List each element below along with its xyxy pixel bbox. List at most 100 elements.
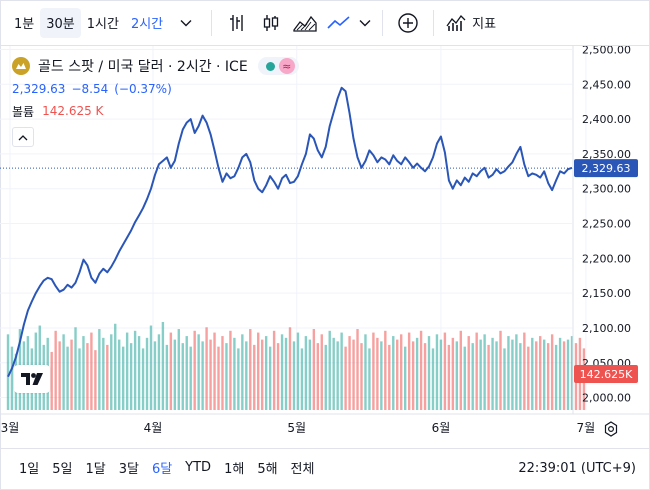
x-tick-label: 6월 (432, 421, 451, 435)
gold-symbol-logo-icon[interactable] (12, 57, 30, 75)
interval-30m-button[interactable]: 30분 (40, 7, 81, 38)
volume-bar (129, 343, 133, 410)
volume-bar (546, 343, 550, 410)
market-open-status-icon[interactable] (265, 61, 275, 71)
volume-bar (173, 339, 177, 410)
chart-settings-gear-icon[interactable] (600, 418, 622, 440)
range-5d-button[interactable]: 5일 (52, 462, 73, 477)
volume-bar (137, 336, 141, 410)
volume-bar (340, 332, 343, 410)
volume-bar (268, 346, 272, 410)
price-series (0, 86, 573, 378)
symbol-badges: ≈ (257, 57, 299, 75)
last-price-tag[interactable] (574, 159, 638, 178)
volume-bar (495, 341, 498, 410)
volume-bar (288, 327, 292, 410)
volume-bar (157, 334, 161, 410)
volume-bar (324, 344, 327, 410)
volume-bar (316, 343, 320, 410)
volume-bar (98, 329, 101, 410)
volume-bar (376, 337, 379, 410)
range-5y-button[interactable]: 5해 (257, 462, 278, 477)
bar-chart-style-icon[interactable] (220, 8, 254, 38)
interval-2h-button[interactable]: 2시간 (130, 17, 164, 32)
volume-bar (415, 337, 419, 410)
volume-bar (177, 329, 180, 410)
volume-bar (249, 329, 252, 410)
indicators-button[interactable]: 지표 (442, 8, 500, 38)
volume-bar (133, 330, 137, 410)
volume-bar (253, 344, 256, 410)
volume-bar (70, 339, 73, 410)
volume-bar (344, 346, 347, 410)
indicators-label: 지표 (472, 17, 497, 32)
legend-collapse-button[interactable] (12, 127, 34, 147)
range-1y-button[interactable]: 1해 (224, 462, 245, 477)
volume-bar (431, 348, 435, 410)
volume-bar (145, 337, 149, 410)
volume-bar (475, 332, 478, 410)
chart-style-dropdown-chevron-icon[interactable] (356, 8, 374, 38)
price-chart[interactable]: 2,000.002,050.002,100.002,150.002,200.00… (0, 46, 650, 448)
volume-bars (6, 322, 586, 410)
compare-add-symbol-icon[interactable] (391, 8, 425, 38)
volume-bar (118, 339, 121, 410)
range-1m-button[interactable]: 1달 (85, 462, 106, 477)
volume-bar (90, 332, 93, 410)
area-chart-style-icon[interactable] (288, 8, 322, 38)
volume-bar (455, 341, 459, 410)
last-volume-tag[interactable] (574, 365, 638, 383)
volume-bar (10, 346, 14, 410)
volume-bar (296, 332, 300, 410)
y-tick-label: 2,500.00 (582, 46, 631, 56)
volume-bar (360, 343, 363, 410)
interval-dropdown-chevron-icon[interactable] (169, 8, 203, 38)
timezone-clock[interactable]: 22:39:01 (UTC+9) (518, 460, 636, 476)
volume-bar (396, 339, 399, 410)
volume-bar (459, 330, 462, 410)
price-axis[interactable]: 2,000.002,050.002,100.002,150.002,200.00… (572, 46, 638, 414)
volume-bar (527, 346, 530, 410)
volume-bar (487, 344, 490, 410)
volume-bar (451, 337, 455, 410)
interval-1m-button[interactable]: 1분 (14, 17, 35, 32)
volume-bar (439, 339, 443, 410)
range-6m-button[interactable]: 6달 (151, 462, 173, 477)
range-3m-button[interactable]: 3달 (118, 462, 139, 477)
volume-bar (352, 339, 355, 410)
volume-bar (542, 339, 546, 410)
volume-bar (435, 334, 439, 410)
y-tick-label: 2,300.00 (582, 183, 631, 196)
top-toolbar: 1분 30분 1시간 2시간 지표 (0, 0, 650, 46)
x-tick-label: 4월 (144, 421, 163, 435)
volume-bar (392, 336, 395, 410)
volume-bar (519, 343, 522, 410)
x-tick-label: 5월 (287, 421, 306, 435)
candlestick-style-icon[interactable] (254, 8, 288, 38)
volume-bar (110, 334, 113, 410)
volume-bar (384, 330, 387, 410)
range-1d-button[interactable]: 1일 (19, 462, 40, 477)
interval-1h-button[interactable]: 1시간 (86, 17, 119, 32)
volume-bar (54, 330, 57, 410)
volume-bar (364, 334, 367, 410)
volume-bar (201, 341, 204, 410)
volume-value: 142.625 K (42, 104, 104, 118)
volume-bar (106, 344, 109, 410)
volume-label[interactable]: 볼륨 (12, 104, 35, 119)
symbol-title[interactable]: 골드 스팟 / 미국 달러 · 2시간 · ICE (38, 59, 248, 75)
price-line (7, 86, 573, 378)
volume-bar (125, 332, 129, 410)
y-tick-label: 2,100.00 (582, 322, 631, 335)
range-ytd-button[interactable]: YTD (185, 460, 212, 475)
y-tick-label: 2,450.00 (582, 78, 631, 91)
volume-bar (483, 334, 486, 410)
line-chart-style-icon[interactable] (322, 8, 356, 38)
time-axis[interactable]: 3월 4월 5월 6월 7월 (0, 413, 650, 435)
volume-bar (169, 332, 173, 410)
approx-data-badge[interactable]: ≈ (278, 58, 295, 74)
y-tick-label: 2,400.00 (582, 113, 631, 126)
range-all-button[interactable]: 전체 (290, 462, 315, 477)
tradingview-logo-icon[interactable] (14, 365, 50, 393)
volume-bar (411, 341, 415, 410)
